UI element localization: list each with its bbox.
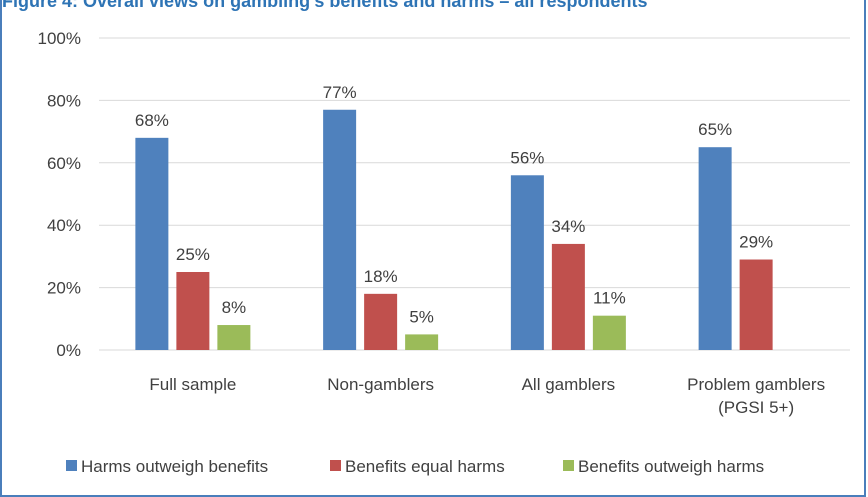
category-label: Non-gamblers	[327, 375, 434, 394]
legend-label: Benefits equal harms	[345, 457, 505, 476]
x-axis-categories: Full sample Non-gamblers All gamblers Probl…	[149, 375, 825, 417]
bar	[217, 325, 251, 350]
bar	[551, 243, 585, 350]
data-label: 18%	[364, 267, 398, 286]
bar	[405, 334, 439, 350]
legend-swatch	[563, 460, 574, 471]
data-label: 29%	[739, 233, 773, 252]
data-label: 68%	[135, 111, 169, 130]
legend-swatch	[330, 460, 341, 471]
bar	[739, 259, 773, 350]
legend-label: Harms outweigh benefits	[81, 457, 268, 476]
data-label: 11%	[593, 289, 626, 308]
category-label: Problem gamblers	[687, 375, 825, 394]
legend: Harms outweigh benefits Benefits equal ha…	[66, 457, 764, 476]
data-label: 34%	[551, 217, 585, 236]
y-tick-label: 80%	[47, 91, 81, 110]
data-labels: 68% 25% 8% 77% 18% 5% 56% 34% 11% 65% 29%	[135, 83, 773, 327]
legend-label: Benefits outweigh harms	[578, 457, 764, 476]
bar	[135, 137, 169, 350]
y-axis-ticks: 0% 20% 40% 60% 80% 100%	[38, 29, 81, 360]
bar	[592, 315, 626, 350]
data-label: 5%	[409, 307, 434, 326]
y-tick-label: 40%	[47, 216, 81, 235]
category-label: Full sample	[149, 375, 236, 394]
data-label: 8%	[222, 298, 247, 317]
legend-swatch	[66, 460, 77, 471]
bar	[323, 109, 357, 350]
y-tick-label: 100%	[38, 29, 81, 48]
data-label: 56%	[510, 148, 544, 167]
y-tick-label: 60%	[47, 154, 81, 173]
y-tick-label: 20%	[47, 279, 81, 298]
gridlines	[99, 37, 850, 351]
bars	[135, 109, 773, 350]
bar	[364, 293, 398, 350]
bar	[176, 272, 210, 350]
y-tick-label: 0%	[56, 341, 81, 360]
chart-title: Figure 4: Overall views on gambling's be…	[2, 0, 648, 11]
category-label: All gamblers	[522, 375, 616, 394]
data-label: 25%	[176, 245, 210, 264]
data-label: 65%	[698, 120, 732, 139]
bar	[698, 147, 732, 350]
category-label: (PGSI 5+)	[718, 398, 794, 417]
data-label: 77%	[323, 83, 357, 102]
bar	[510, 175, 544, 350]
